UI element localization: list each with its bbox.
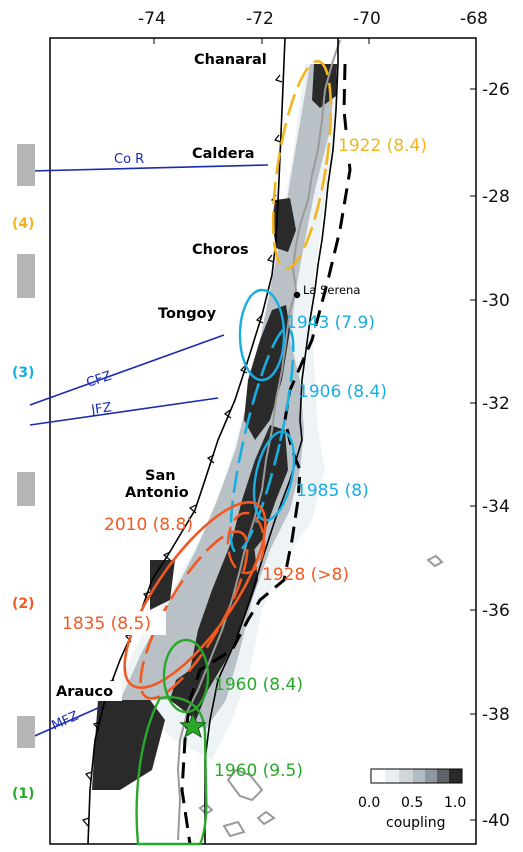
segment-bars (17, 144, 35, 748)
segment-4-label: (4) (12, 216, 35, 232)
eq-label-2010: 2010 (8.8) (104, 515, 193, 535)
place-caldera: Caldera (192, 146, 255, 162)
coastline (176, 39, 341, 841)
place-san: San (145, 468, 176, 484)
lat-tick-32: -32 (482, 394, 510, 414)
place-chanaral: Chanaral (194, 52, 267, 68)
map-frame (49, 37, 477, 845)
segment-1-label: (1) (12, 786, 35, 802)
islands (198, 554, 444, 838)
lon-tick-68: -68 (460, 9, 488, 29)
eq-label-1943: 1943 (7.9) (286, 313, 375, 333)
eq-label-1928: 1928 (>8) (262, 565, 349, 585)
lon-tick-72: -72 (246, 9, 274, 29)
rupture-1943 (238, 288, 286, 382)
place-arauco: Arauco (56, 684, 113, 700)
trench-east (204, 38, 339, 844)
place-antonio: Antonio (125, 485, 189, 501)
place-tongoy: Tongoy (158, 306, 217, 322)
fz-cfz-label: CFZ (85, 369, 114, 391)
place-la-serena: La Serena (303, 283, 360, 297)
dashed-boundary (180, 63, 352, 845)
right-tick-marks (470, 88, 476, 821)
label-bg-arauco (54, 681, 122, 701)
fz-cor-label: Co R (114, 152, 144, 167)
lon-tick-70: -70 (353, 9, 381, 29)
legend-label: coupling (386, 815, 446, 831)
lat-tick-34: -34 (482, 497, 510, 517)
rupture-1928 (226, 511, 266, 575)
lat-tick-36: -36 (482, 601, 510, 621)
rupture-1960-84 (162, 638, 210, 714)
fz-mfz-label: MFZ (50, 709, 81, 734)
la-serena-dot (293, 291, 301, 299)
label-bg-1922 (335, 133, 441, 157)
eq-label-1835: 1835 (8.5) (62, 614, 151, 634)
lat-tick-26: -26 (482, 80, 510, 100)
eq-label-1960-95: 1960 (9.5) (214, 761, 303, 781)
fz-jfz-label: JFZ (89, 400, 112, 418)
eq-label-1985: 1985 (8) (296, 481, 369, 501)
epicenter-star-icon (179, 712, 207, 739)
top-tick-marks (153, 38, 477, 44)
lat-tick-28: -28 (482, 187, 510, 207)
rupture-1922 (271, 59, 333, 271)
eq-label-1922: 1922 (8.4) (338, 136, 427, 156)
place-choros: Choros (192, 242, 249, 258)
eq-label-1906: 1906 (8.4) (298, 382, 387, 402)
lat-tick-40: -40 (482, 811, 510, 831)
legend-tick-1: 1.0 (444, 795, 466, 811)
rupture-1906 (229, 326, 295, 554)
segment-2-label: (2) (12, 596, 35, 612)
legend-colorbar (370, 768, 463, 784)
lon-tick-74: -74 (138, 9, 166, 29)
fracture-zone-lines (29, 164, 269, 739)
legend-tick-05: 0.5 (401, 795, 423, 811)
label-bg-chanaral (190, 48, 280, 68)
segment-3-label: (3) (12, 365, 35, 381)
lat-tick-38: -38 (482, 705, 510, 725)
rupture-1960-95 (135, 696, 208, 846)
eq-label-1960-84: 1960 (8.4) (214, 675, 303, 695)
legend-tick-0: 0.0 (358, 795, 380, 811)
label-bg-1835 (58, 611, 166, 635)
lat-tick-30: -30 (482, 291, 510, 311)
rupture-1835 (139, 530, 249, 700)
